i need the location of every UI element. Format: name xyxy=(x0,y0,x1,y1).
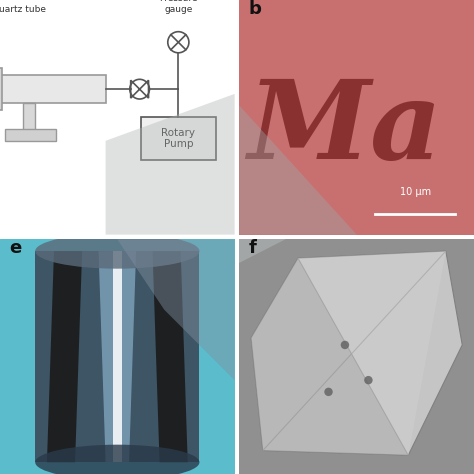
Polygon shape xyxy=(99,251,136,462)
Polygon shape xyxy=(298,251,446,455)
Text: b: b xyxy=(249,0,262,18)
Bar xyxy=(5,129,56,141)
Text: Pressure
gauge: Pressure gauge xyxy=(159,0,198,14)
Circle shape xyxy=(324,388,333,396)
Bar xyxy=(0,68,2,110)
Ellipse shape xyxy=(35,234,200,269)
Text: Ma: Ma xyxy=(247,75,442,183)
Circle shape xyxy=(364,376,373,384)
Text: 10 μm: 10 μm xyxy=(400,187,431,197)
Text: Quartz tube: Quartz tube xyxy=(0,5,46,14)
Polygon shape xyxy=(239,106,356,235)
Bar xyxy=(141,118,216,160)
Polygon shape xyxy=(153,251,188,462)
Polygon shape xyxy=(35,251,200,462)
Text: e: e xyxy=(9,239,22,257)
Polygon shape xyxy=(118,239,235,380)
Polygon shape xyxy=(251,258,408,455)
Polygon shape xyxy=(251,251,462,455)
Bar xyxy=(24,103,35,131)
Bar xyxy=(0,75,106,103)
Text: f: f xyxy=(249,239,256,257)
Text: Rotary
Pump: Rotary Pump xyxy=(161,128,195,149)
Polygon shape xyxy=(106,94,235,235)
Polygon shape xyxy=(239,239,286,263)
Polygon shape xyxy=(47,251,82,462)
Ellipse shape xyxy=(35,445,200,474)
Circle shape xyxy=(341,341,349,349)
Polygon shape xyxy=(113,251,122,462)
